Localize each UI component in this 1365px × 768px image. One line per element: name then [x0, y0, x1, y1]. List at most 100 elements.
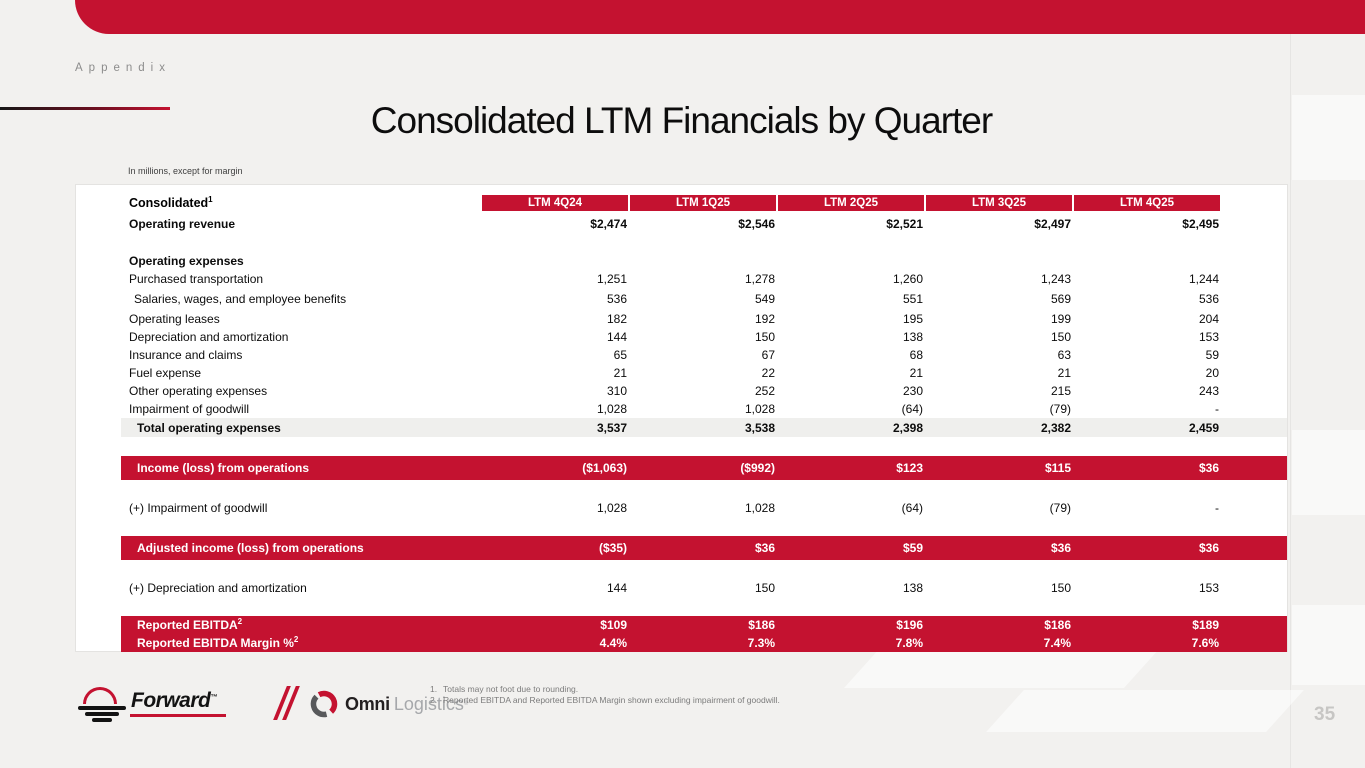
cell-value: -	[1215, 402, 1219, 416]
cell-value: 182	[606, 312, 627, 326]
forward-logo: Forward™	[78, 686, 228, 726]
row-spacer	[121, 517, 1287, 536]
background-tile	[843, 648, 1161, 688]
forward-underline	[130, 714, 226, 717]
cell-value: 551	[902, 292, 923, 306]
page-number: 35	[1314, 704, 1336, 725]
forward-trademark: ™	[210, 694, 217, 701]
background-tile	[986, 690, 1304, 732]
forward-wordmark: Forward™	[131, 689, 217, 713]
table-title-footnote-ref: 1	[208, 194, 213, 204]
cell-value: 68	[909, 348, 923, 362]
row-spacer	[121, 233, 1287, 252]
background-tile	[1292, 95, 1365, 180]
cell-value: $2,497	[1034, 217, 1071, 231]
table-row: Depreciation and amortization 144 150 138 15…	[121, 328, 1287, 346]
cell-value: 536	[606, 292, 627, 306]
footnote-text: Reported EBITDA and Reported EBITDA Marg…	[443, 695, 780, 705]
row-spacer	[121, 597, 1287, 616]
column-header: LTM 4Q24	[482, 195, 628, 211]
cell-value: 59	[1205, 348, 1219, 362]
row-spacer	[121, 560, 1287, 579]
cell-value: $2,521	[886, 217, 923, 231]
section-eyebrow: Appendix	[75, 62, 171, 74]
cell-value: 63	[1057, 348, 1071, 362]
cell-value: 310	[606, 384, 627, 398]
cell-value: 20	[1205, 366, 1219, 380]
top-red-band	[75, 0, 1365, 34]
row-label: Operating revenue	[129, 217, 236, 231]
row-label: (+) Depreciation and amortization	[129, 581, 307, 595]
table-header-row: Consolidated1 LTM 4Q24 LTM 1Q25 LTM 2Q25 LT…	[121, 195, 1287, 211]
background-tile	[1292, 605, 1365, 685]
footnote-line: 1. Totals may not foot due to rounding.	[430, 684, 780, 695]
forward-bar-shape	[92, 718, 112, 722]
omni-wordmark-light: Logistics	[393, 693, 464, 714]
cell-value: (79)	[1049, 501, 1071, 515]
footnote-ref: 2	[293, 635, 299, 644]
omni-logistics-logo: Omni Logistics ®	[310, 690, 468, 718]
cell-value: 144	[606, 581, 627, 595]
column-header: LTM 2Q25	[778, 195, 924, 211]
table-title-cell: Consolidated1	[121, 194, 481, 210]
cell-value: 138	[902, 330, 923, 344]
cell-value: 7.4%	[1043, 636, 1071, 650]
row-label: Purchased transportation	[129, 272, 264, 286]
footnote-text: Totals may not foot due to rounding.	[443, 684, 579, 694]
table-title-text: Consolidated	[129, 196, 209, 210]
cell-value: 252	[754, 384, 775, 398]
row-label: Fuel expense	[129, 366, 202, 380]
cell-value: 1,260	[892, 272, 923, 286]
cell-value: 1,028	[596, 402, 627, 416]
cell-value: $2,474	[590, 217, 627, 231]
row-label: Depreciation and amortization	[129, 330, 289, 344]
cell-value: 1,244	[1188, 272, 1219, 286]
footnotes: 1. Totals may not foot due to rounding. …	[430, 684, 780, 706]
table-row: Adjusted income (loss) from operations ($…	[121, 536, 1287, 560]
row-spacer	[121, 480, 1287, 499]
cell-value: 536	[1198, 292, 1219, 306]
cell-value: $123	[896, 461, 923, 475]
cell-value: 2,382	[1040, 420, 1071, 435]
cell-value: 21	[909, 366, 923, 380]
slide-title: Consolidated LTM Financials by Quarter	[370, 100, 993, 141]
table-row: Reported EBITDA2 $109 $186 $196 $186 $189	[121, 616, 1287, 634]
cell-value: $196	[896, 618, 923, 632]
cell-value: (64)	[901, 402, 923, 416]
row-label: Salaries, wages, and employee benefits	[134, 292, 347, 306]
table-row: Total operating expenses 3,537 3,538 2,398 2…	[121, 418, 1287, 437]
cell-value: 1,028	[744, 402, 775, 416]
cell-value: 3,537	[596, 420, 627, 435]
cell-value: 204	[1198, 312, 1219, 326]
omni-circle-icon	[310, 690, 338, 718]
row-label: Operating leases	[129, 312, 220, 326]
table-row: Insurance and claims 65 67 68 63 59	[121, 346, 1287, 364]
cell-value: 2,398	[892, 420, 923, 435]
financials-table-card: Consolidated1 LTM 4Q24 LTM 1Q25 LTM 2Q25 LT…	[75, 184, 1288, 652]
cell-value: 3,538	[744, 420, 775, 435]
cell-value: 7.6%	[1191, 636, 1219, 650]
cell-value: 144	[606, 330, 627, 344]
footnote-ref: 2	[237, 617, 243, 626]
footnote-number: 1.	[430, 684, 438, 694]
cell-value: 138	[902, 581, 923, 595]
cell-value: 153	[1198, 330, 1219, 344]
cell-value: 21	[1057, 366, 1071, 380]
column-header: LTM 4Q25	[1074, 195, 1220, 211]
cell-value: $36	[1198, 461, 1219, 475]
logo-separator-slashes	[273, 684, 300, 724]
footnote-line: 2. Reported EBITDA and Reported EBITDA M…	[430, 695, 780, 706]
table-row: Income (loss) from operations ($1,063) ($9…	[121, 456, 1287, 480]
cell-value: $186	[748, 618, 775, 632]
cell-value: $115	[1044, 461, 1071, 475]
table-row: Operating leases 182 192 195 199 204	[121, 310, 1287, 328]
cell-value: 1,251	[596, 272, 627, 286]
cell-value: $109	[600, 618, 627, 632]
cell-value: ($1,063)	[582, 461, 627, 475]
forward-wordmark-text: Forward	[131, 689, 211, 712]
table-row: Salaries, wages, and employee benefits 53…	[121, 288, 1287, 310]
cell-value: (79)	[1049, 402, 1071, 416]
cell-value: $189	[1192, 618, 1219, 632]
forward-bar-shape	[78, 706, 126, 710]
cell-value: 150	[1050, 330, 1071, 344]
